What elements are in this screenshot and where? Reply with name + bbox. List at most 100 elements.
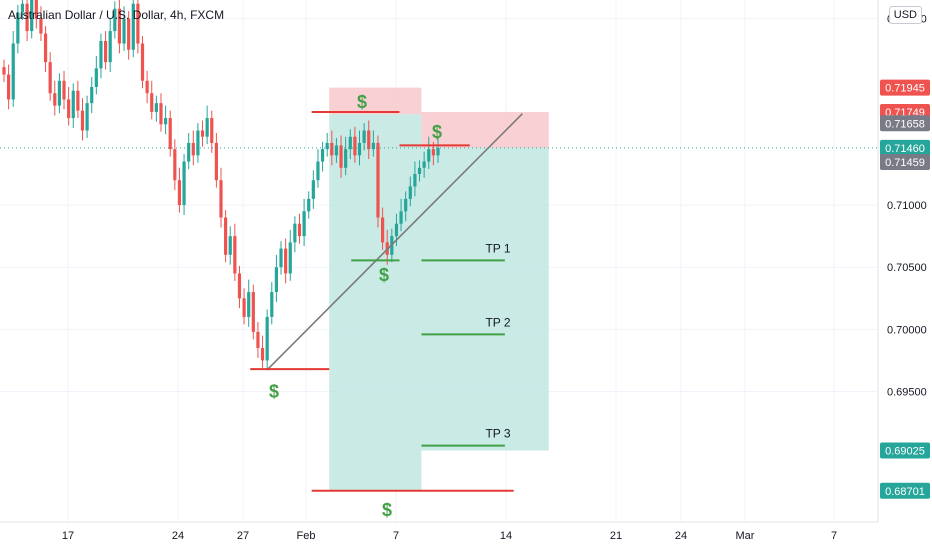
candle-body [173,149,177,181]
candle-body [376,142,380,218]
candle-body [311,180,315,199]
candle-body [71,90,75,119]
price-label-badge [880,482,930,499]
candle-body [113,8,117,32]
price-label-text: 0.71658 [885,118,925,130]
candle-body [90,87,94,104]
candle-body [431,149,435,156]
take-profit-zone [421,147,549,451]
currency-selector[interactable]: USD [888,6,922,24]
candle-body [154,103,158,112]
candle-body [131,3,135,50]
candle-body [122,18,126,44]
candle-body [339,145,343,168]
dollar-icon: $ [382,500,392,520]
candle-body [200,130,205,137]
candle-body [316,161,320,181]
candle-body [53,93,57,106]
candle-body [140,43,145,81]
dollar-icon: $ [379,265,389,285]
price-label-text: 0.71945 [885,83,925,95]
candle-body [408,186,412,199]
y-tick-label: 0.70500 [887,262,927,274]
candle-body [163,118,168,125]
y-tick-label: 0.69500 [887,387,927,399]
candle-body [205,118,209,137]
candle-body [413,174,417,187]
candle-body [404,198,408,212]
candle-body [214,142,218,181]
price-label-text: 0.71459 [885,157,925,169]
candle-body [399,211,403,224]
candle-body [136,3,140,44]
x-tick-label: 24 [172,530,184,542]
price-label-badge [880,79,930,96]
price-label-text: 0.68701 [885,486,925,498]
x-tick-label: 27 [237,530,249,542]
y-tick-label: 0.71000 [887,200,927,212]
candle-body [270,292,274,317]
candle-body [417,167,422,174]
candle-body [25,3,29,32]
candle-body [371,142,375,150]
candle-body [330,142,334,156]
candle-body [357,142,362,156]
x-tick-label: 7 [831,530,837,542]
candle-body [422,161,426,168]
take-profit-zone [329,114,422,491]
label-tp3: TP 3 [485,427,510,441]
price-label-badge [880,442,930,459]
candle-body [320,149,325,162]
candle-body [427,149,431,162]
candle-body [325,142,329,150]
candle-body [30,0,34,32]
x-tick-label: 14 [500,530,512,542]
x-tick-label: 7 [393,530,399,542]
price-label-text: 0.69025 [885,446,925,458]
candle-body [251,292,255,332]
candle-body [348,136,352,150]
candle-body [297,223,302,237]
label-tp2: TP 2 [485,315,510,329]
candle-body [57,80,62,106]
candle-body [224,217,228,255]
candle-body [436,147,440,156]
candle-body [2,67,6,75]
candle-body [182,161,186,206]
candle-body [256,331,260,348]
candle-body [103,41,108,63]
candle-body [279,248,283,268]
candle-body [344,149,348,168]
candle-body [168,118,172,150]
candle-body [307,198,311,212]
candle-body [228,236,232,255]
candle-body [20,3,25,13]
candle-body [85,103,89,131]
candle-body [108,31,112,63]
candle-body [62,80,66,100]
candle-body [302,211,306,237]
candle-body [274,267,279,293]
candle-body [334,145,339,156]
x-tick-label: 24 [675,530,687,542]
candle-body [11,43,15,100]
price-label-badge [880,115,930,132]
stop-loss-zone [421,111,549,148]
candle-body [233,236,237,274]
candle-body [117,8,122,44]
chart-title: Australian Dollar / U.S. Dollar, 4h, FXC… [8,8,225,22]
candle-body [187,142,191,162]
candle-body [80,110,85,131]
stop-loss-zone [329,87,422,115]
candle-body [242,298,246,317]
candle-body [394,223,399,237]
label-tp1: TP 1 [485,241,510,255]
candle-body [237,273,242,299]
candle-body [288,242,292,274]
candle-body [284,248,288,274]
candle-body [67,99,71,119]
candle-body [145,80,149,94]
candle-body [265,316,269,361]
time-axis [0,522,932,550]
